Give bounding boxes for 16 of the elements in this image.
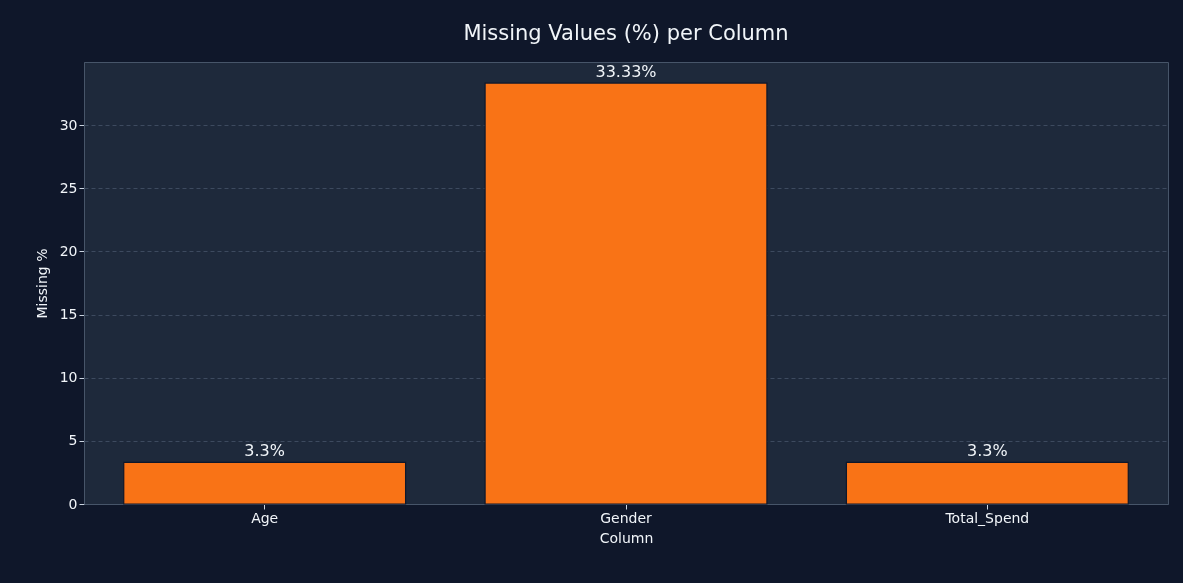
y-tick-label: 5 [68, 432, 78, 449]
y-tick-label: 10 [59, 369, 78, 386]
data-label: 3.3% [244, 441, 285, 461]
y-tick-label: 20 [59, 242, 78, 259]
chart-title: Missing Values (%) per Column [463, 21, 789, 45]
x-tick-label: Total_Spend [944, 509, 1030, 526]
y-tick-label: 25 [59, 179, 78, 196]
x-tick-label: Age [251, 509, 279, 526]
y-tick-label: 0 [68, 495, 78, 512]
data-label: 3.3% [967, 441, 1008, 461]
x-axis-title: Column [599, 529, 654, 546]
y-tick-label: 15 [59, 306, 78, 323]
y-axis-title: Missing % [33, 248, 50, 319]
x-tick-label: Gender [600, 509, 653, 526]
y-tick-label: 30 [59, 116, 78, 133]
data-label: 33.33% [595, 62, 657, 82]
